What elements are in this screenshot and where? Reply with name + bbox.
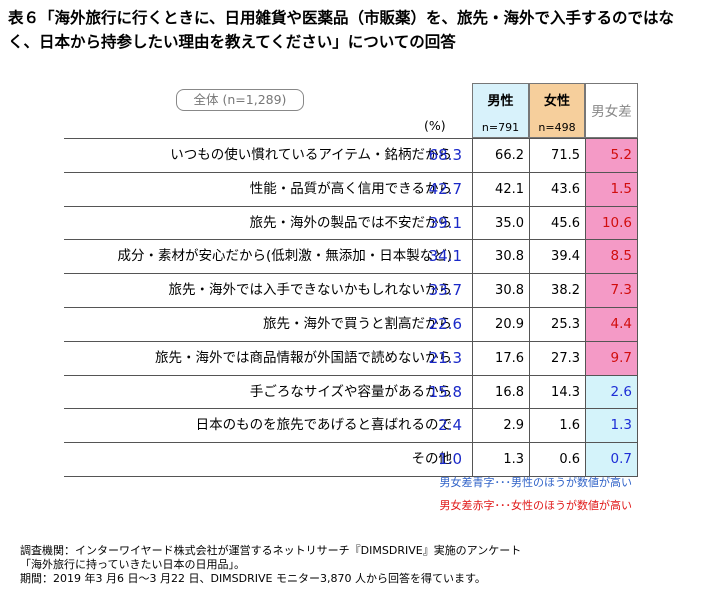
- gender-diff-value: 9.7: [585, 341, 638, 375]
- male-percent: 30.8: [472, 240, 529, 274]
- reason-label: いつもの使い慣れているアイテム・銘柄だから: [170, 147, 452, 163]
- total-sample-label: 全体 (n=1,289): [176, 89, 304, 111]
- total-percent: 39.1: [428, 213, 462, 232]
- total-percent: 68.3: [428, 146, 462, 164]
- footnote-line-1: 調査機関：インターワイヤード株式会社が運営するネットリサーチ『DIMSDRIVE…: [20, 544, 522, 557]
- gender-diff-value: 1.3: [585, 409, 638, 443]
- percent-unit-label: (%): [424, 118, 446, 133]
- female-percent: 38.2: [529, 274, 585, 307]
- reason-label: その他: [411, 451, 453, 468]
- male-percent: 17.6: [472, 341, 529, 375]
- male-percent: 42.1: [472, 172, 529, 206]
- gender-diff-header-label: 男女差: [591, 104, 632, 120]
- table-row: いつもの使い慣れているアイテム・銘柄だから 68.3 66.2 71.5 5.2: [64, 139, 638, 173]
- reason-label: 旅先・海外の製品では不安だから: [249, 214, 453, 231]
- male-percent: 2.9: [472, 409, 529, 443]
- female-percent: 27.3: [529, 341, 585, 375]
- gender-diff-value: 5.2: [585, 139, 638, 172]
- female-header-label: 女性: [543, 94, 570, 109]
- female-column-header: 女性 n=498: [529, 83, 585, 138]
- gender-diff-value: 0.7: [585, 443, 638, 476]
- gender-diff-value: 8.5: [585, 240, 638, 274]
- female-percent: 0.6: [529, 443, 585, 476]
- footnote-line-2: 「海外旅行に持っていきたい日本の日用品」。: [20, 558, 245, 571]
- table-row: 日本のものを旅先であげると喜ばれるので 2.4 2.9 1.6 1.3: [64, 409, 638, 444]
- gender-diff-column-header: 男女差: [585, 83, 638, 138]
- gender-diff-value: 1.5: [585, 172, 638, 206]
- gender-diff-value: 4.4: [585, 307, 638, 341]
- total-percent: 42.7: [428, 179, 462, 198]
- reason-label: 旅先・海外で買うと割高だから: [263, 315, 452, 332]
- male-percent: 35.0: [472, 206, 529, 240]
- female-percent: 45.6: [529, 206, 585, 240]
- male-percent: 30.8: [472, 274, 529, 307]
- table-row: その他 1.0 1.3 0.6 0.7: [64, 443, 638, 477]
- reason-label: 成分・素材が安心だから(低刺激・無添加・日本製など): [117, 248, 452, 265]
- total-percent: 1.0: [438, 450, 462, 469]
- total-percent: 33.7: [428, 281, 462, 300]
- table-row: 旅先・海外では商品情報が外国語で読めないから 21.3 17.6 27.3 9.7: [64, 341, 638, 376]
- total-percent: 34.1: [428, 247, 462, 266]
- male-percent: 1.3: [472, 443, 529, 476]
- table-row: 旅先・海外では入手できないかもしれないから 33.7 30.8 38.2 7.3: [64, 274, 638, 308]
- male-percent: 16.8: [472, 375, 529, 409]
- female-percent: 25.3: [529, 307, 585, 341]
- female-percent: 39.4: [529, 240, 585, 274]
- female-percent: 14.3: [529, 375, 585, 409]
- male-sample-size: n=791: [481, 121, 520, 134]
- survey-footnote: 調査機関：インターワイヤード株式会社が運営するネットリサーチ『DIMSDRIVE…: [20, 544, 521, 586]
- reason-label: 旅先・海外では入手できないかもしれないから: [168, 282, 453, 299]
- total-percent: 15.8: [428, 382, 462, 401]
- results-table: いつもの使い慣れているアイテム・銘柄だから 68.3 66.2 71.5 5.2 性能・品…: [64, 138, 638, 477]
- gender-diff-value: 7.3: [585, 274, 638, 307]
- reason-label: 手ごろなサイズや容量があるから: [249, 383, 452, 400]
- female-percent: 71.5: [529, 139, 585, 172]
- table-row: 手ごろなサイズや容量があるから 15.8 16.8 14.3 2.6: [64, 375, 638, 410]
- male-column-header: 男性 n=791: [472, 83, 529, 138]
- reason-label: 日本のものを旅先であげると喜ばれるので: [195, 417, 452, 434]
- legend-blue-note: 男女差青字･･･男性のほうが数値が高い: [439, 476, 633, 489]
- table-row: 旅先・海外の製品では不安だから 39.1 35.0 45.6 10.6: [64, 206, 638, 241]
- female-sample-size: n=498: [538, 121, 576, 134]
- reason-label: 旅先・海外では商品情報が外国語で読めないから: [155, 349, 452, 366]
- gender-diff-value: 10.6: [585, 206, 638, 240]
- male-percent: 20.9: [472, 307, 529, 341]
- legend-red-note: 男女差赤字･･･女性のほうが数値が高い: [439, 499, 633, 512]
- total-percent: 21.3: [428, 348, 462, 367]
- table-row: 成分・素材が安心だから(低刺激・無添加・日本製など) 34.1 30.8 39.4 8.…: [64, 240, 638, 275]
- reason-label: 性能・品質が高く信用できるから: [249, 180, 452, 197]
- table-row: 旅先・海外で買うと割高だから 22.6 20.9 25.3 4.4: [64, 307, 638, 342]
- male-header-label: 男性: [487, 94, 514, 109]
- total-percent: 22.6: [428, 314, 462, 333]
- male-percent: 66.2: [472, 139, 529, 172]
- footnote-line-3: 期間：2019 年3 月6 日～3 月22 日、DIMSDRIVE モニター3,…: [20, 572, 486, 585]
- female-percent: 1.6: [529, 409, 585, 443]
- page-title: 表６「海外旅行に行くときに、日用雑貨や医薬品（市販薬）を、旅先・海外で入手するの…: [8, 9, 675, 51]
- table-row: 性能・品質が高く信用できるから 42.7 42.1 43.6 1.5: [64, 172, 638, 207]
- total-percent: 2.4: [438, 416, 462, 435]
- gender-diff-value: 2.6: [585, 375, 638, 409]
- female-percent: 43.6: [529, 172, 585, 206]
